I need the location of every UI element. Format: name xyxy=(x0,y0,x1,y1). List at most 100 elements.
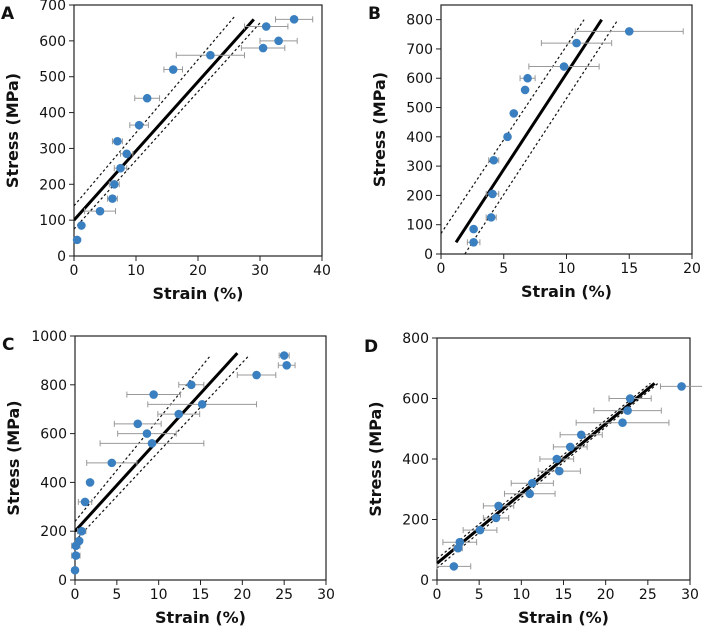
panel-a-frame xyxy=(73,4,323,257)
panel-c-data-point xyxy=(197,400,207,409)
panel-a-ci-lower-line xyxy=(74,22,261,230)
panel-d-data-point xyxy=(576,430,586,440)
panel-c-data-point xyxy=(186,380,196,390)
panel-b: 0 5 10 15 200100200300400500600700800Strain … xyxy=(368,4,701,301)
panel-b-data-point xyxy=(624,27,634,36)
panel-b-data-point xyxy=(572,38,581,48)
panel-c-data-point xyxy=(252,370,261,380)
panel-a-x-tick-label: 0 xyxy=(70,263,79,279)
panel-a-y-tick-label: 0 xyxy=(57,249,66,265)
panel-b-y-tick-label: 200 xyxy=(406,188,433,204)
panel-d-data-point xyxy=(625,394,635,403)
panel-c-data-point xyxy=(77,526,86,536)
panel-c-x-tick-label: 0 xyxy=(71,587,80,603)
panel-b-y-tick-label: 700 xyxy=(406,42,433,58)
panel-a-y-tick-label: 300 xyxy=(39,141,66,157)
panel-d-data-point xyxy=(475,525,485,535)
panel-b-data-point xyxy=(489,155,499,165)
panel-b-y-tick-label: 500 xyxy=(406,101,433,117)
panel-a-y-tick-label: 600 xyxy=(39,34,66,50)
panel-c-x-tick-label: 15 xyxy=(192,587,210,603)
panel-c-x-axis-title: Strain (%) xyxy=(155,608,246,627)
panel-d-x-tick-label: 0 xyxy=(433,587,442,603)
panel-b-data-point xyxy=(488,189,497,199)
panel-c-y-tick-label: 400 xyxy=(40,475,67,491)
panel-a-ci-upper-line xyxy=(74,15,236,207)
panel-d-y-tick-label: 800 xyxy=(402,331,429,347)
panel-c-data-point xyxy=(149,390,158,399)
panel-c-data-point xyxy=(282,360,291,370)
panel-a-data-point xyxy=(95,206,105,216)
panel-b-data-point xyxy=(486,213,496,222)
panel-c-ci-upper-line xyxy=(75,355,212,522)
panel-d-x-tick-label: 20 xyxy=(597,587,615,603)
panel-b-ci-upper-line xyxy=(441,19,585,234)
panel-b-data-point xyxy=(559,62,569,71)
panel-c-data-point xyxy=(71,551,81,560)
panel-a-data-point xyxy=(261,22,271,31)
panel-c: 0 5 10 15 20 25 30 0 200 400 600 800 1000 Strain (%) S… xyxy=(2,329,335,627)
panel-c-y-tick-label: 1000 xyxy=(31,329,67,345)
panel-d-data-point xyxy=(554,466,564,476)
panel-b-y-tick-label: 0 xyxy=(424,247,433,263)
panel-d-data-point xyxy=(623,406,632,415)
panel-c-letter: C xyxy=(2,335,14,355)
panel-d-data-point xyxy=(618,418,627,428)
panel-c-fit-line xyxy=(75,352,239,533)
panel-b-fit-line xyxy=(454,18,603,244)
panel-c-data-point xyxy=(279,351,289,360)
panel-d-data-point xyxy=(525,489,535,499)
panel-b-data-point xyxy=(509,109,519,118)
panel-c-data-point xyxy=(142,429,152,438)
panel-b-x-tick-label: 20 xyxy=(683,261,701,277)
panel-a-data-point xyxy=(168,65,178,74)
panel-d: 0 5 10 15 20 25 30 0 200 400 600 800 Strain (%) Stres… xyxy=(364,331,702,627)
panel-c-data-point xyxy=(85,478,95,487)
panel-d-x-tick-label: 10 xyxy=(512,587,530,603)
panel-c-y-tick-label: 200 xyxy=(40,524,67,540)
panel-b-y-tick-label: 600 xyxy=(406,71,433,87)
panel-c-frame xyxy=(74,335,327,581)
panel-b-y-tick-label: 400 xyxy=(406,130,433,146)
panel-a-data-point xyxy=(113,136,122,146)
panel-d-data-point xyxy=(552,454,562,464)
panel-b-y-axis-title: Stress (MPa) xyxy=(370,72,389,187)
panel-c-x-tick-label: 20 xyxy=(233,587,251,603)
panel-c-y-tick-label: 0 xyxy=(58,573,67,589)
panel-c-data-point xyxy=(133,419,143,429)
panel-d-y-tick-label: 600 xyxy=(402,392,429,408)
panel-c-x-tick-label: 30 xyxy=(317,587,335,603)
panel-b-x-tick-label: 5 xyxy=(499,261,508,277)
panel-c-y-tick-label: 800 xyxy=(40,378,67,394)
panel-c-data-point xyxy=(70,565,80,575)
panel-a-data-point xyxy=(142,93,152,103)
panel-a-x-axis-title: Strain (%) xyxy=(153,284,244,303)
panel-a-data-point xyxy=(289,15,299,24)
panel-b-x-axis-title: Strain (%) xyxy=(521,282,612,301)
panel-c-data-point xyxy=(174,409,184,419)
panel-d-data-point xyxy=(455,537,465,547)
panel-a-y-tick-label: 500 xyxy=(39,70,66,86)
panel-a-y-tick-label: 200 xyxy=(39,177,66,193)
panel-a-y-axis-title: Stress (MPa) xyxy=(3,73,22,188)
panel-d-x-tick-label: 30 xyxy=(681,587,699,603)
panel-d-data-point xyxy=(449,562,459,571)
panel-a-x-tick-label: 40 xyxy=(313,263,331,279)
panel-d-data-point xyxy=(527,478,537,488)
panel-a-fit-line xyxy=(74,18,255,222)
panel-d-data-point xyxy=(491,513,501,523)
panel-a-data-point xyxy=(77,221,86,230)
panel-a-x-tick-label: 10 xyxy=(127,263,145,279)
panel-c-x-tick-label: 10 xyxy=(150,587,168,603)
panel-b-y-tick-label: 100 xyxy=(406,218,433,234)
panel-d-lines xyxy=(437,382,659,569)
panel-a-lines xyxy=(74,15,261,230)
panel-d-y-tick-label: 400 xyxy=(402,452,429,468)
panel-b-data-point xyxy=(469,237,478,247)
panel-c-data-point xyxy=(80,497,90,507)
panel-a-data-point xyxy=(206,50,215,60)
panel-a-y-tick-label: 700 xyxy=(39,0,66,14)
